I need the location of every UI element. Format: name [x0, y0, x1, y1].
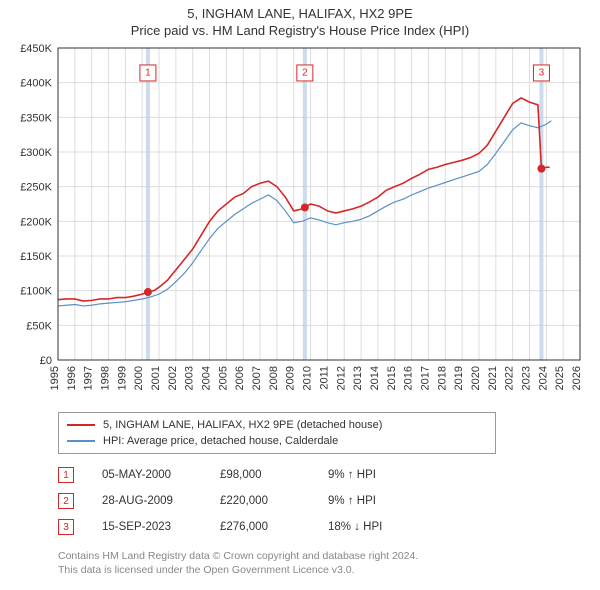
x-tick-label: 1997 [83, 366, 95, 390]
y-tick-label: £200K [20, 216, 52, 228]
attribution-line2: This data is licensed under the Open Gov… [58, 564, 600, 578]
sale-point [144, 288, 152, 296]
marker-row-date: 15-SEP-2023 [102, 521, 192, 533]
x-tick-label: 2025 [554, 366, 566, 390]
marker-row-pct: 18% ↓ HPI [328, 521, 428, 533]
sale-point [301, 203, 309, 211]
y-tick-label: £250K [20, 182, 52, 194]
x-tick-label: 2014 [369, 366, 381, 390]
marker-number: 1 [145, 67, 151, 78]
marker-row-price: £98,000 [220, 469, 300, 481]
marker-row: 3 15-SEP-2023 £276,000 18% ↓ HPI [58, 514, 600, 540]
x-tick-label: 2002 [167, 366, 179, 390]
chart-container: £0 £50K £100K £150K £200K £250K £300K £350K £400… [10, 44, 590, 404]
x-tick-label: 2000 [133, 366, 145, 390]
markers-table: 1 05-MAY-2000 £98,000 9% ↑ HPI 2 28-AUG-2009 £… [58, 462, 600, 540]
legend-label: 5, INGHAM LANE, HALIFAX, HX2 9PE (detach… [103, 419, 382, 431]
x-tick-label: 2020 [470, 366, 482, 390]
y-tick-label: £150K [20, 251, 52, 263]
x-tick-label: 2009 [285, 366, 297, 390]
x-tick-label: 2006 [234, 366, 246, 390]
x-tick-label: 1996 [66, 366, 78, 390]
y-tick-label: £400K [20, 78, 52, 90]
marker-row: 1 05-MAY-2000 £98,000 9% ↑ HPI [58, 462, 600, 488]
marker-row-date: 28-AUG-2009 [102, 495, 192, 507]
y-tick-label: £350K [20, 112, 52, 124]
x-tick-label: 2001 [150, 366, 162, 390]
marker-number: 2 [302, 67, 308, 78]
x-tick-label: 2022 [504, 366, 516, 390]
legend-swatch [67, 440, 95, 442]
x-tick-label: 2018 [436, 366, 448, 390]
line-chart: £0 £50K £100K £150K £200K £250K £300K £350K £400… [10, 44, 590, 404]
x-tick-label: 2005 [217, 366, 229, 390]
attribution: Contains HM Land Registry data © Crown c… [58, 550, 600, 577]
marker-row-number: 3 [58, 519, 74, 535]
x-tick-label: 2015 [386, 366, 398, 390]
x-tick-label: 2019 [453, 366, 465, 390]
legend-item: HPI: Average price, detached house, Cald… [67, 433, 487, 449]
marker-row-date: 05-MAY-2000 [102, 469, 192, 481]
x-tick-label: 2008 [268, 366, 280, 390]
x-tick-label: 1995 [49, 366, 61, 390]
x-tick-label: 2016 [403, 366, 415, 390]
legend: 5, INGHAM LANE, HALIFAX, HX2 9PE (detach… [58, 412, 496, 454]
y-tick-label: £300K [20, 147, 52, 159]
marker-row: 2 28-AUG-2009 £220,000 9% ↑ HPI [58, 488, 600, 514]
marker-row-number: 2 [58, 493, 74, 509]
x-tick-label: 2024 [537, 366, 549, 390]
x-tick-label: 2026 [571, 366, 583, 390]
chart-title-line2: Price paid vs. HM Land Registry's House … [0, 23, 600, 38]
y-tick-label: £100K [20, 286, 52, 298]
x-tick-label: 2011 [318, 366, 330, 390]
y-tick-label: £50K [26, 320, 52, 332]
marker-row-number: 1 [58, 467, 74, 483]
x-tick-label: 2010 [302, 366, 314, 390]
marker-row-price: £220,000 [220, 495, 300, 507]
x-tick-label: 2021 [487, 366, 499, 390]
legend-swatch [67, 424, 95, 426]
x-tick-label: 2023 [520, 366, 532, 390]
chart-title-line1: 5, INGHAM LANE, HALIFAX, HX2 9PE [0, 6, 600, 21]
x-tick-label: 2013 [352, 366, 364, 390]
marker-row-pct: 9% ↑ HPI [328, 495, 428, 507]
legend-label: HPI: Average price, detached house, Cald… [103, 435, 338, 447]
y-tick-label: £0 [40, 355, 52, 367]
attribution-line1: Contains HM Land Registry data © Crown c… [58, 550, 600, 564]
y-tick-label: £450K [20, 44, 52, 55]
sale-point [537, 165, 545, 173]
x-tick-label: 2007 [251, 366, 263, 390]
x-tick-label: 2004 [201, 366, 213, 390]
marker-number: 3 [539, 67, 545, 78]
x-tick-label: 2017 [419, 366, 431, 390]
x-tick-label: 1999 [116, 366, 128, 390]
x-tick-label: 1998 [100, 366, 112, 390]
marker-row-pct: 9% ↑ HPI [328, 469, 428, 481]
x-tick-label: 2003 [184, 366, 196, 390]
marker-row-price: £276,000 [220, 521, 300, 533]
legend-item: 5, INGHAM LANE, HALIFAX, HX2 9PE (detach… [67, 417, 487, 433]
x-tick-label: 2012 [335, 366, 347, 390]
